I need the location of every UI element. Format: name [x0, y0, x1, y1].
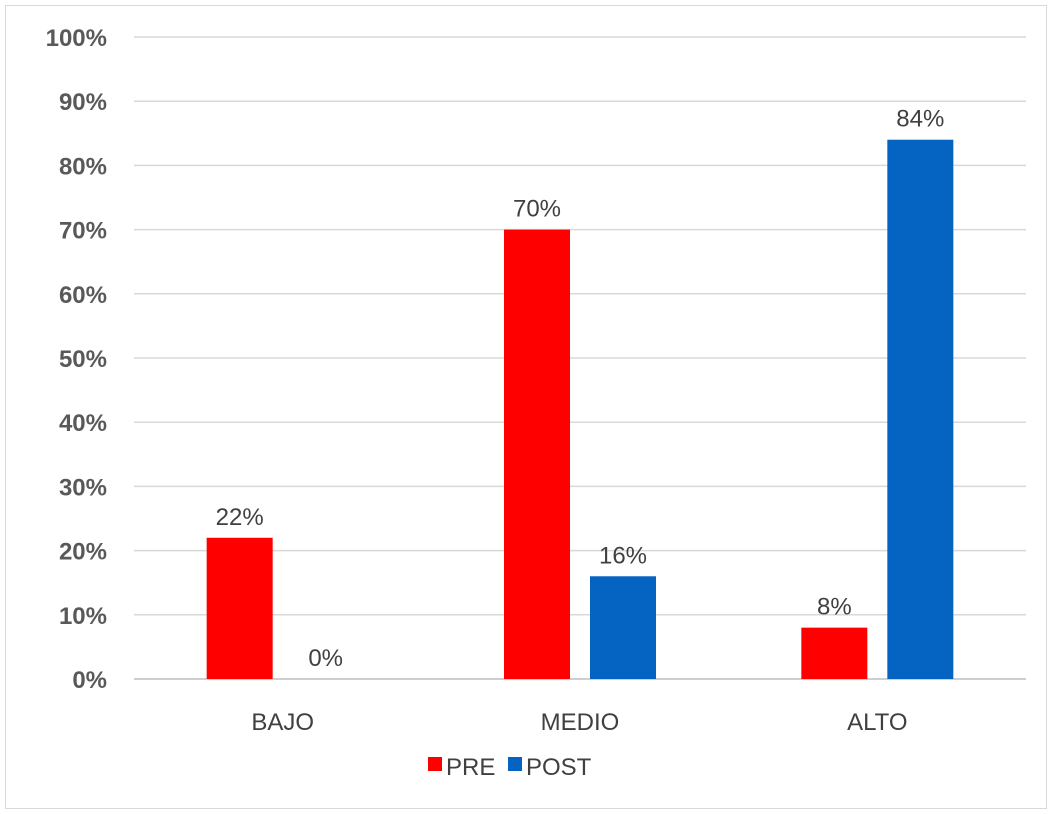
legend-label-post: POST	[526, 754, 592, 781]
bar-post-alto	[887, 139, 954, 680]
data-label-post-medio: 16%	[599, 542, 647, 569]
y-axis-tick-labels: 0% 10% 20% 30% 40% 50% 60% 70% 80% 90% 100%	[46, 25, 107, 694]
x-tick-label: MEDIO	[541, 709, 620, 736]
bar-pre-bajo	[206, 537, 273, 679]
y-tick-label: 20%	[59, 539, 107, 566]
legend-swatch-pre	[428, 757, 442, 771]
legend-label-pre: PRE	[446, 754, 495, 781]
y-tick-label: 90%	[59, 89, 107, 116]
y-tick-label: 30%	[59, 474, 107, 501]
data-label-pre-medio: 70%	[513, 196, 561, 223]
legend-swatch-post	[508, 757, 522, 771]
data-labels: 22% 0% 70% 16% 8% 84%	[216, 106, 945, 672]
x-tick-label: ALTO	[847, 709, 907, 736]
y-tick-label: 80%	[59, 153, 107, 180]
data-label-post-bajo: 0%	[308, 645, 343, 672]
bars	[206, 139, 954, 680]
y-tick-label: 100%	[46, 25, 107, 52]
data-label-pre-alto: 8%	[817, 594, 852, 621]
y-tick-label: 60%	[59, 282, 107, 309]
bar-pre-alto	[801, 627, 868, 679]
x-tick-label: BAJO	[251, 709, 314, 736]
y-tick-label: 40%	[59, 410, 107, 437]
legend: PRE POST	[428, 754, 592, 781]
bar-pre-medio	[504, 229, 570, 679]
gridlines	[134, 36, 1026, 680]
y-tick-label: 70%	[59, 218, 107, 245]
y-tick-label: 10%	[59, 603, 107, 630]
data-label-post-alto: 84%	[896, 106, 944, 133]
x-axis-tick-labels: BAJO MEDIO ALTO	[251, 709, 907, 736]
bar-post-medio	[590, 576, 656, 679]
y-tick-label: 0%	[72, 667, 107, 694]
data-label-pre-bajo: 22%	[216, 504, 264, 531]
y-tick-label: 50%	[59, 346, 107, 373]
